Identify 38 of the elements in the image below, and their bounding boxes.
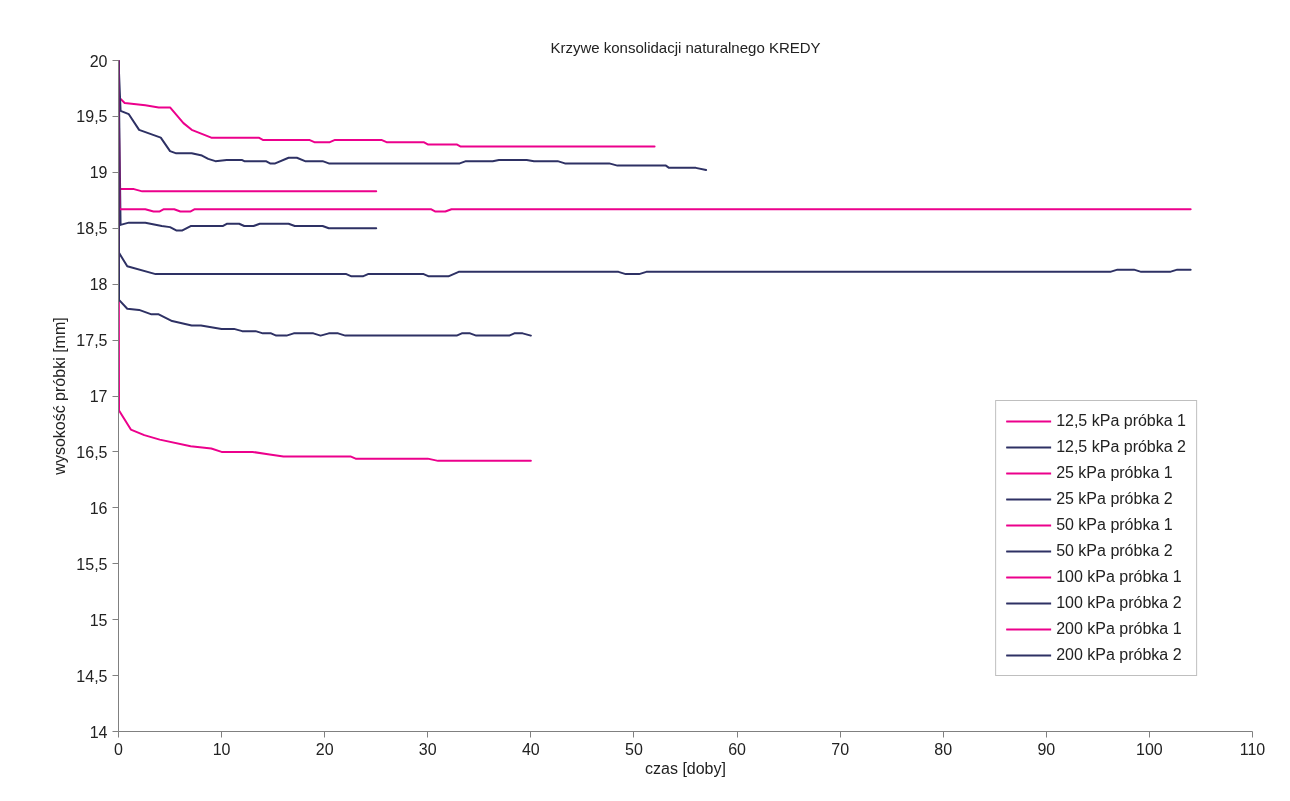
x-axis-title: czas [doby] [645, 759, 726, 777]
chart-title: Krzywe konsolidacji naturalnego KREDY [550, 38, 821, 56]
x-tick-label: 80 [934, 740, 953, 758]
x-tick-label: 20 [315, 740, 334, 758]
y-tick-label: 19 [89, 164, 108, 182]
x-tick-label: 60 [728, 740, 747, 758]
x-tick-label: 100 [1136, 740, 1163, 758]
x-tick-label: 70 [831, 740, 850, 758]
legend-label: 50 kPa próbka 1 [1056, 516, 1173, 534]
y-tick-label: 17,5 [76, 332, 108, 350]
legend-label: 100 kPa próbka 2 [1056, 594, 1182, 612]
x-tick-label: 10 [212, 740, 231, 758]
x-tick-label: 90 [1037, 740, 1056, 758]
legend-label: 25 kPa próbka 1 [1056, 464, 1173, 482]
y-tick-label: 18 [89, 276, 108, 294]
y-axis-title: wysokość próbki [mm] [51, 317, 69, 476]
y-tick-label: 18,5 [76, 220, 108, 238]
y-tick-label: 16,5 [76, 443, 108, 461]
legend-label: 12,5 kPa próbka 2 [1056, 438, 1186, 456]
x-tick-label: 110 [1239, 740, 1266, 758]
y-tick-label: 14,5 [76, 667, 108, 685]
x-tick-label: 40 [521, 740, 540, 758]
legend-label: 100 kPa próbka 1 [1056, 568, 1182, 586]
x-tick-label: 30 [418, 740, 437, 758]
legend-label: 50 kPa próbka 2 [1056, 542, 1173, 560]
y-tick-label: 15,5 [76, 555, 108, 573]
legend-label: 12,5 kPa próbka 1 [1056, 412, 1186, 430]
y-tick-label: 16 [89, 499, 108, 517]
legend-label: 200 kPa próbka 1 [1056, 620, 1182, 638]
y-tick-label: 19,5 [76, 108, 108, 126]
legend-label: 200 kPa próbka 2 [1056, 646, 1182, 664]
x-tick-label: 0 [114, 740, 124, 758]
y-tick-label: 14 [89, 723, 108, 741]
y-tick-label: 20 [89, 52, 108, 70]
y-tick-label: 17 [89, 388, 108, 405]
legend-label: 25 kPa próbka 2 [1056, 490, 1173, 508]
x-tick-label: 50 [625, 740, 643, 758]
y-tick-label: 15 [89, 611, 108, 629]
